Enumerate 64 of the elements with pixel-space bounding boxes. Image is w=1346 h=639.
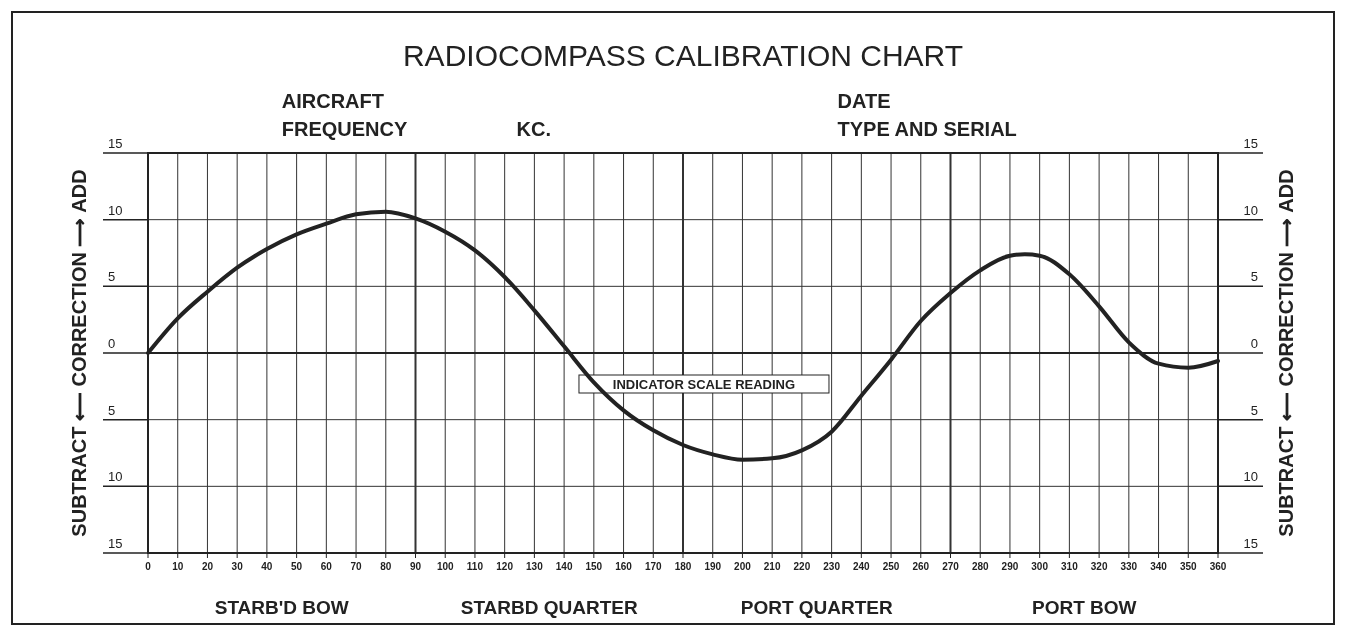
y-tick-label: 0 (108, 336, 116, 351)
x-tick-label: 0 (145, 561, 152, 572)
x-axis-title: INDICATOR SCALE READING (612, 377, 796, 392)
y2-tick-label: 0 (1250, 336, 1258, 351)
x-tick-label: 80 (380, 561, 392, 572)
y2-tick-label: 10 (1243, 202, 1258, 218)
x-tick-label: 250 (882, 561, 900, 572)
x-tick-label: 280 (971, 561, 989, 572)
y2-tick-label: 5 (1250, 402, 1258, 418)
x-tick-label: 20 (201, 561, 214, 572)
y2-axis-title: SUBTRACT ⟵ CORRECTION ⟶ ADD (1275, 169, 1297, 537)
x-tick-label: 190 (704, 561, 722, 572)
x-tick-label: 10 (172, 561, 184, 572)
x-tick-label: 340 (1150, 561, 1168, 572)
x-tick-label: 270 (942, 561, 960, 572)
x-tick-label: 230 (823, 561, 841, 572)
x-tick-label: 70 (350, 561, 363, 572)
x-tick-label: 310 (1061, 561, 1079, 572)
x-tick-label: 60 (320, 561, 333, 572)
chart-title: RADIOCOMPASS CALIBRATION CHART (402, 39, 964, 72)
x-tick-label: 360 (1209, 561, 1227, 572)
x-tick-label: 320 (1090, 561, 1108, 572)
y-tick-label: 5 (108, 402, 116, 418)
text: KC. (516, 118, 552, 140)
x-tick-label: 90 (409, 561, 422, 572)
text: AIRCRAFT (281, 90, 384, 112)
x-tick-label: 290 (1001, 561, 1019, 572)
text: STARBD QUARTER (460, 597, 639, 618)
x-tick-label: 170 (644, 561, 663, 572)
y-tick-label: 15 (108, 536, 123, 551)
y-tick-label: 10 (108, 469, 123, 485)
x-tick-label: 120 (496, 561, 514, 572)
x-tick-label: 350 (1179, 561, 1198, 572)
x-tick-label: 260 (912, 561, 930, 572)
x-tick-label: 180 (674, 561, 692, 572)
x-tick-label: 240 (852, 561, 871, 572)
x-tick-label: 50 (291, 561, 303, 572)
text: FREQUENCY (281, 118, 408, 140)
x-tick-label: 150 (585, 561, 603, 572)
x-tick-label: 160 (615, 561, 633, 572)
y2-tick-label: 5 (1250, 269, 1258, 285)
x-tick-label: 110 (466, 561, 484, 572)
x-tick-label: 330 (1120, 561, 1138, 572)
x-tick-label: 100 (436, 561, 454, 572)
text: PORT BOW (1032, 597, 1137, 618)
x-tick-label: 210 (763, 561, 781, 572)
y-axis-title: SUBTRACT ⟵ CORRECTION ⟶ ADD (68, 169, 90, 537)
text: PORT QUARTER (740, 597, 894, 618)
y2-tick-label: 10 (1243, 469, 1258, 485)
x-tick-label: 300 (1031, 561, 1049, 572)
x-tick-label: 220 (793, 561, 811, 572)
y2-tick-label: 15 (1243, 536, 1258, 551)
text: STARB'D BOW (214, 597, 349, 618)
y2-tick-label: 15 (1243, 136, 1258, 151)
x-tick-label: 130 (526, 561, 544, 572)
x-tick-label: 140 (555, 561, 573, 572)
y-tick-label: 10 (108, 202, 123, 218)
y-tick-label: 5 (108, 269, 116, 285)
text: TYPE AND SERIAL (837, 118, 1017, 140)
x-tick-label: 30 (231, 561, 244, 572)
x-tick-label: 40 (261, 561, 273, 572)
x-tick-label: 200 (734, 561, 752, 572)
y-tick-label: 15 (108, 136, 123, 151)
text: DATE (837, 90, 891, 112)
